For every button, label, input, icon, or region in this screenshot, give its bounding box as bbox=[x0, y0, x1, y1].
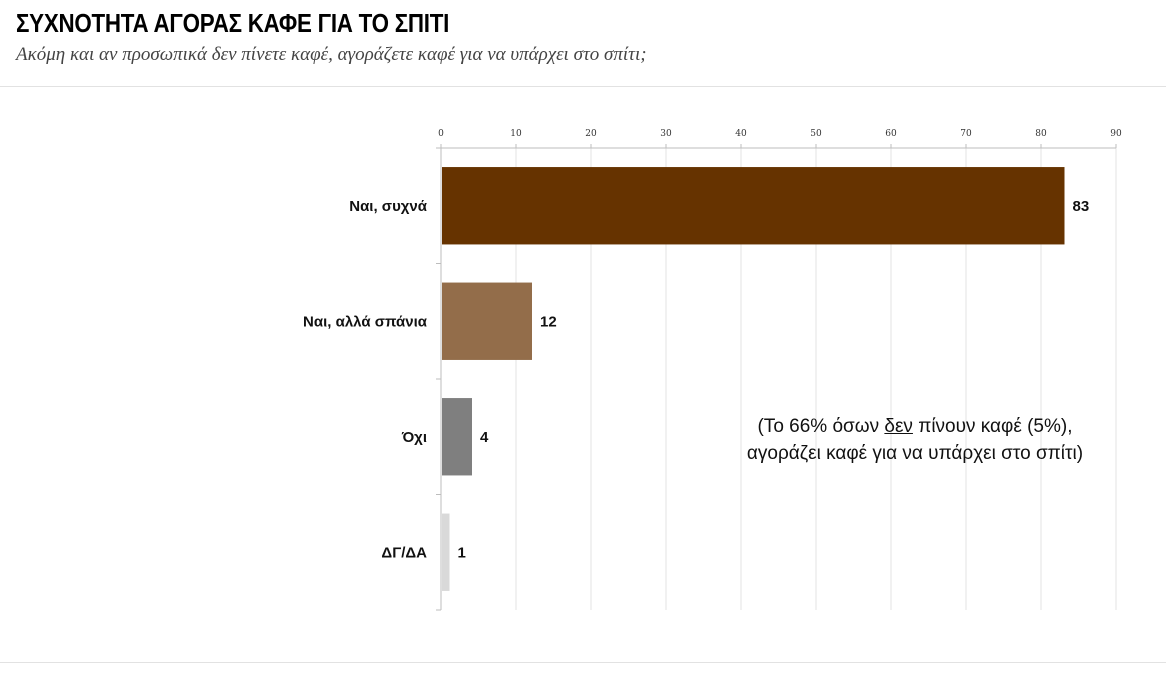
value-label: 4 bbox=[480, 429, 489, 446]
chart-annotation: (Το 66% όσων δεν πίνουν καφέ (5%), αγορά… bbox=[680, 413, 1150, 467]
top-divider bbox=[0, 86, 1166, 87]
value-label: 12 bbox=[540, 313, 557, 330]
annotation-line-2: αγοράζει καφέ για να υπάρχει στο σπίτι) bbox=[746, 443, 1084, 464]
page-subtitle: Ακόμη και αν προσωπικά δεν πίνετε καφέ, … bbox=[16, 44, 647, 65]
x-tick-label: 60 bbox=[885, 129, 897, 139]
x-tick-label: 70 bbox=[960, 129, 972, 139]
x-tick-label: 0 bbox=[438, 129, 444, 139]
category-label: Όχι bbox=[401, 429, 427, 446]
bar bbox=[442, 513, 450, 591]
page-title: ΣΥΧΝΟΤΗΤΑ ΑΓΟΡΑΣ ΚΑΦΕ ΓΙΑ ΤΟ ΣΠΙΤΙ bbox=[16, 8, 450, 38]
annotation-underlined-word: δεν bbox=[884, 416, 913, 437]
category-label: ΔΓ/ΔΑ bbox=[381, 544, 427, 561]
value-label: 1 bbox=[458, 544, 466, 561]
value-label: 83 bbox=[1073, 198, 1090, 215]
x-tick-label: 30 bbox=[660, 129, 672, 139]
bottom-divider bbox=[0, 662, 1166, 663]
x-tick-label: 10 bbox=[510, 129, 522, 139]
bar bbox=[442, 167, 1065, 245]
category-label: Ναι, συχνά bbox=[349, 198, 428, 215]
category-label: Ναι, αλλά σπάνια bbox=[303, 313, 428, 330]
annotation-line-1: (Το 66% όσων δεν πίνουν καφέ (5%), bbox=[680, 413, 1150, 440]
x-tick-label: 50 bbox=[810, 129, 822, 139]
bar bbox=[442, 398, 472, 476]
bar bbox=[442, 282, 532, 360]
x-tick-label: 40 bbox=[735, 129, 747, 139]
annotation-text-before: (Το 66% όσων bbox=[757, 416, 885, 437]
x-tick-label: 80 bbox=[1035, 129, 1047, 139]
x-tick-label: 90 bbox=[1110, 129, 1122, 139]
annotation-text-after: πίνουν καφέ (5%), bbox=[912, 416, 1073, 437]
x-tick-label: 20 bbox=[585, 129, 597, 139]
